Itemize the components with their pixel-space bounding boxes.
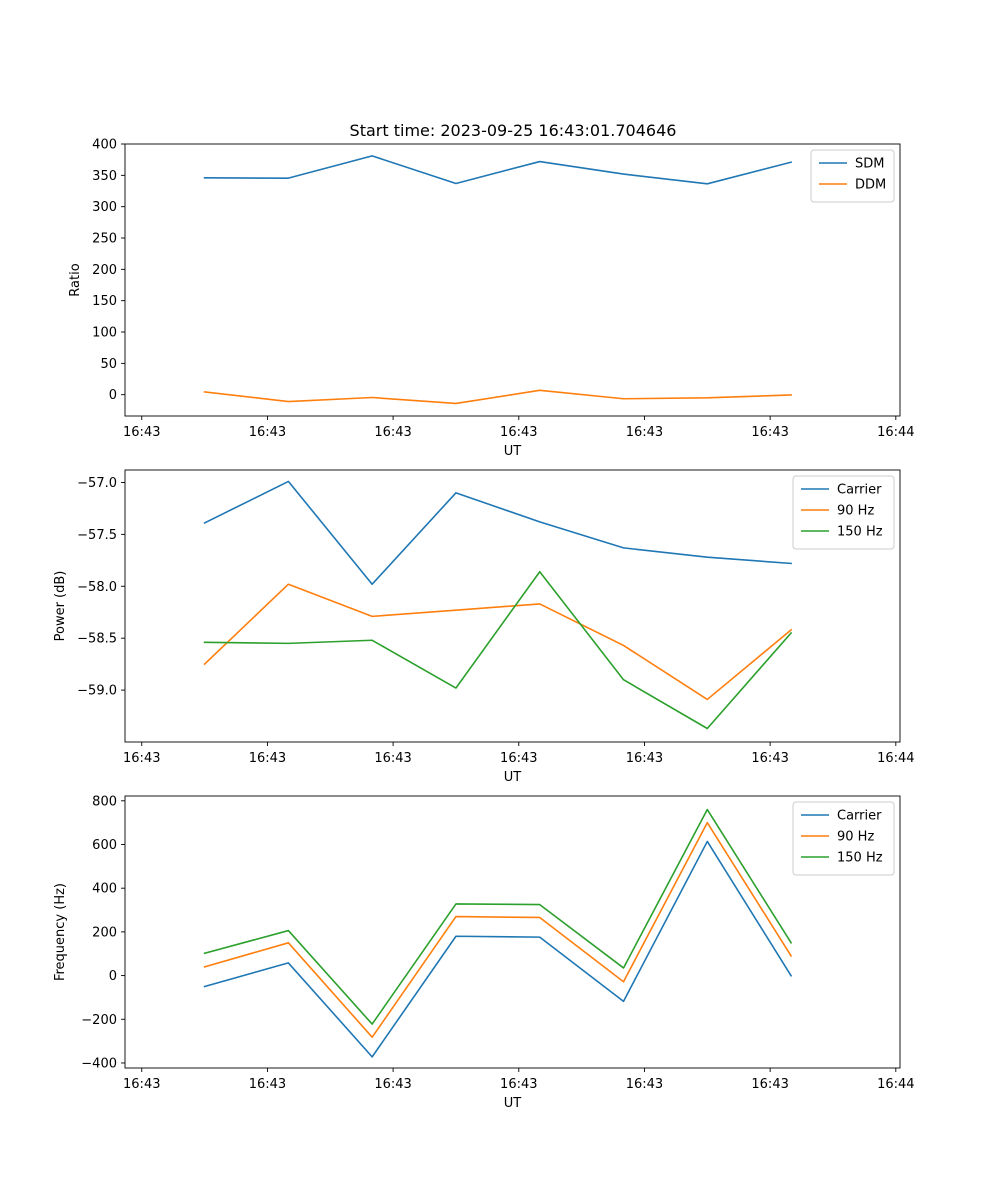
x-tick-label: 16:43 xyxy=(249,1077,286,1092)
axes-frame xyxy=(124,469,901,743)
legend-label: 150 Hz xyxy=(837,525,883,540)
x-tick-label: 16:43 xyxy=(626,751,663,766)
x-tick-label: 16:43 xyxy=(751,1077,788,1092)
x-tick-label: 16:44 xyxy=(877,751,914,766)
y-tick-label: 200 xyxy=(92,263,117,278)
legend-label: 90 Hz xyxy=(837,830,874,845)
x-tick-label: 16:43 xyxy=(374,1077,411,1092)
x-tick-label: 16:43 xyxy=(249,425,286,440)
x-tick-label: 16:43 xyxy=(374,425,411,440)
series-line-carrier xyxy=(203,840,793,1058)
x-tick-label: 16:44 xyxy=(877,1077,914,1092)
y-tick-label: −59.0 xyxy=(77,684,117,699)
y-tick-label: −58.0 xyxy=(77,580,117,595)
x-axis-label: UT xyxy=(504,770,522,785)
series-line-90-hz xyxy=(203,821,793,1038)
y-tick-label: 400 xyxy=(92,138,117,153)
y-tick-label: 100 xyxy=(92,326,117,341)
x-tick-label: 16:43 xyxy=(500,1077,537,1092)
x-tick-label: 16:43 xyxy=(123,751,160,766)
x-axis-label: UT xyxy=(504,444,522,459)
x-tick-label: 16:43 xyxy=(123,425,160,440)
ratio-chart-panel: 16:43 16:43 16:43 16:43 16:43 16:43 16:44 0 50 10… xyxy=(68,138,915,460)
x-tick-label: 16:43 xyxy=(123,1077,160,1092)
x-tick-label: 16:43 xyxy=(249,751,286,766)
x-tick-label: 16:43 xyxy=(500,425,537,440)
x-tick-label: 16:43 xyxy=(374,751,411,766)
chart-title: Start time: 2023-09-25 16:43:01.704646 xyxy=(350,121,677,140)
y-axis-label: Frequency (Hz) xyxy=(53,883,68,981)
legend-label: DDM xyxy=(855,178,886,193)
series-line-sdm xyxy=(203,155,793,185)
legend-label: SDM xyxy=(855,157,884,172)
x-tick-label: 16:43 xyxy=(626,425,663,440)
series-line-90-hz xyxy=(203,583,793,701)
x-tick-label: 16:43 xyxy=(500,751,537,766)
power-chart-panel: 16:43 16:43 16:43 16:43 16:43 16:43 16:44 −59.0… xyxy=(53,469,915,785)
y-tick-label: 50 xyxy=(100,357,117,372)
y-tick-label: 0 xyxy=(109,969,117,984)
legend-label: 90 Hz xyxy=(837,504,874,519)
y-axis-label: Ratio xyxy=(68,263,83,296)
y-axis-label: Power (dB) xyxy=(53,571,68,642)
y-tick-label: 800 xyxy=(92,794,117,809)
x-tick-label: 16:44 xyxy=(877,425,914,440)
y-tick-label: 600 xyxy=(92,838,117,853)
x-axis-label: UT xyxy=(504,1096,522,1111)
frequency-legend: Carrier 90 Hz 150 Hz xyxy=(792,801,895,876)
ratio-legend: SDM DDM xyxy=(810,149,895,203)
series-line-carrier xyxy=(203,480,792,586)
series-line-150-hz xyxy=(203,570,793,730)
x-tick-label: 16:43 xyxy=(751,425,788,440)
y-tick-label: 150 xyxy=(92,294,117,309)
frequency-chart-panel: 16:43 16:43 16:43 16:43 16:43 16:43 16:44 −400 −… xyxy=(53,794,915,1111)
y-tick-label: 250 xyxy=(92,232,117,247)
y-tick-label: −400 xyxy=(81,1056,117,1071)
y-tick-label: 300 xyxy=(92,200,117,215)
series-line-150-hz xyxy=(203,808,793,1025)
y-tick-label: 400 xyxy=(92,882,117,897)
legend-label: Carrier xyxy=(837,483,882,498)
y-tick-label: −58.5 xyxy=(77,632,117,647)
y-tick-label: 0 xyxy=(109,388,117,403)
series-line-ddm xyxy=(203,389,792,405)
power-legend: Carrier 90 Hz 150 Hz xyxy=(792,475,895,550)
y-tick-label: 350 xyxy=(92,169,117,184)
y-tick-label: −200 xyxy=(81,1013,117,1028)
y-tick-label: −57.5 xyxy=(77,528,117,543)
x-tick-label: 16:43 xyxy=(751,751,788,766)
legend-label: Carrier xyxy=(837,809,882,824)
x-tick-label: 16:43 xyxy=(626,1077,663,1092)
y-tick-label: 200 xyxy=(92,925,117,940)
y-tick-label: −57.0 xyxy=(77,476,117,491)
legend-label: 150 Hz xyxy=(837,851,883,866)
axes-frame xyxy=(124,143,901,417)
